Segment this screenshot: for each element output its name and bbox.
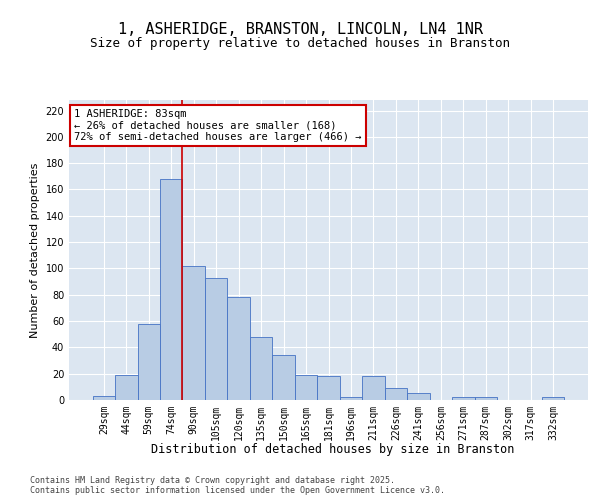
Text: Size of property relative to detached houses in Branston: Size of property relative to detached ho… [90,38,510,51]
Bar [362,376,385,400]
Bar [115,375,137,400]
Bar [137,324,160,400]
Bar [182,266,205,400]
Bar [92,396,115,400]
Y-axis label: Number of detached properties: Number of detached properties [30,162,40,338]
Bar [475,398,497,400]
Bar [542,398,565,400]
Bar [317,376,340,400]
Bar [205,278,227,400]
Bar [407,394,430,400]
Text: 1, ASHERIDGE, BRANSTON, LINCOLN, LN4 1NR: 1, ASHERIDGE, BRANSTON, LINCOLN, LN4 1NR [118,22,482,38]
Bar [160,179,182,400]
Bar [272,356,295,400]
Bar [250,337,272,400]
Bar [340,398,362,400]
Text: Distribution of detached houses by size in Branston: Distribution of detached houses by size … [151,442,515,456]
Text: Contains HM Land Registry data © Crown copyright and database right 2025.
Contai: Contains HM Land Registry data © Crown c… [30,476,445,495]
Bar [452,398,475,400]
Bar [295,375,317,400]
Bar [385,388,407,400]
Bar [227,298,250,400]
Text: 1 ASHERIDGE: 83sqm
← 26% of detached houses are smaller (168)
72% of semi-detach: 1 ASHERIDGE: 83sqm ← 26% of detached hou… [74,109,362,142]
